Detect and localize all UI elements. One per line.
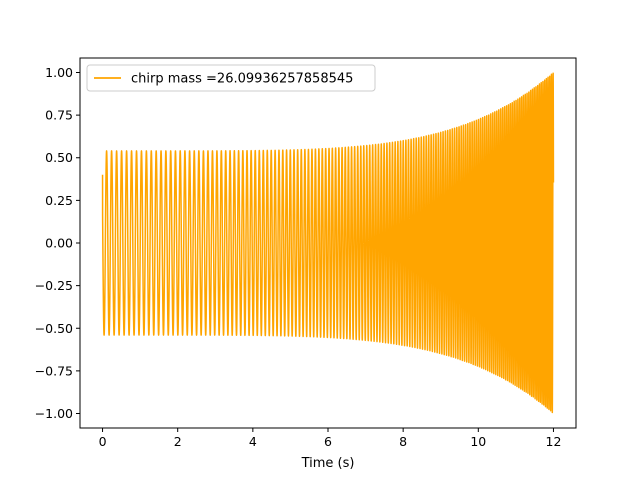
y-tick-label: −0.25 — [35, 278, 73, 293]
x-tick-label: 10 — [470, 434, 486, 449]
y-tick-label: 0.25 — [45, 193, 73, 208]
y-tick-label: 0.50 — [45, 150, 73, 165]
x-axis: 0 2 4 6 8 10 12 — [99, 428, 562, 449]
y-tick-label: −1.00 — [35, 406, 73, 421]
x-tick-label: 4 — [249, 434, 257, 449]
x-axis-title: Time (s) — [301, 456, 355, 471]
series-line — [101, 72, 555, 414]
x-tick-label: 12 — [546, 434, 562, 449]
x-tick-label: 2 — [174, 434, 182, 449]
y-tick-label: 0.00 — [45, 236, 73, 251]
y-tick-label: 0.75 — [45, 108, 73, 123]
series-layer — [101, 72, 555, 414]
x-tick-label: 6 — [324, 434, 332, 449]
y-tick-label: −0.75 — [35, 363, 73, 378]
legend: chirp mass =26.09936257858545 — [86, 64, 376, 92]
x-tick-label: 8 — [399, 434, 407, 449]
y-tick-label: 1.00 — [45, 65, 73, 80]
y-axis: −1.00 −0.75 −0.50 −0.25 0.00 0.25 0.50 0.75 1.00 — [35, 65, 80, 421]
y-tick-label: −0.50 — [35, 321, 73, 336]
legend-label: chirp mass =26.09936257858545 — [131, 72, 353, 87]
x-tick-label: 0 — [99, 434, 107, 449]
legend-box — [86, 64, 376, 92]
